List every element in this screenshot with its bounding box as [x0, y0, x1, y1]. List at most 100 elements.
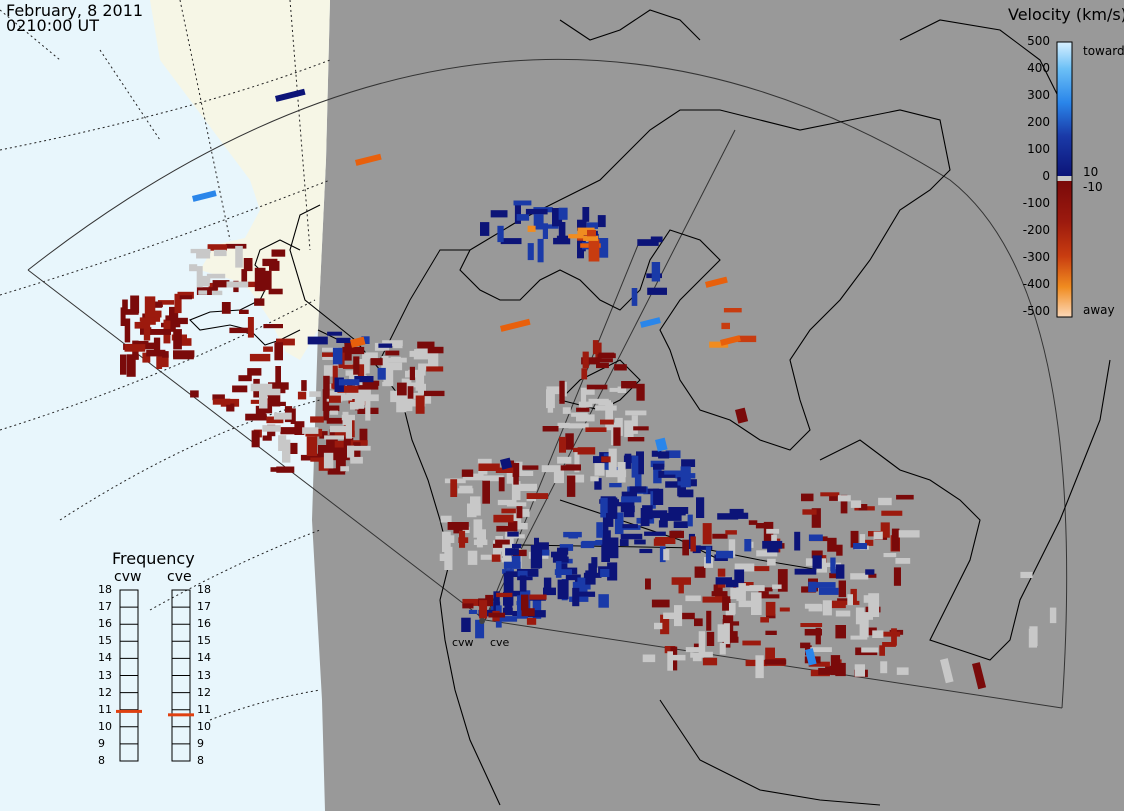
backscatter-cell [631, 455, 639, 478]
backscatter-cell [804, 629, 822, 636]
velocity-inner-tick-neg: -10 [1083, 180, 1103, 194]
backscatter-cell [721, 322, 730, 330]
frequency-scale-right: 16 [197, 617, 211, 631]
backscatter-cell [343, 428, 351, 452]
backscatter-cell [882, 642, 896, 647]
backscatter-cell [690, 536, 696, 552]
backscatter-cell [588, 563, 597, 577]
backscatter-cell [559, 436, 566, 453]
backscatter-cell [794, 568, 817, 575]
backscatter-cell [190, 248, 211, 254]
backscatter-cell [497, 499, 517, 506]
backscatter-cell [725, 621, 740, 626]
backscatter-cell [573, 447, 592, 453]
backscatter-cell [513, 465, 519, 485]
backscatter-cell [378, 343, 393, 348]
velocity-toward-label: toward [1083, 44, 1124, 58]
backscatter-cell [653, 488, 664, 505]
backscatter-cell [567, 474, 585, 483]
backscatter-cell [139, 342, 156, 350]
backscatter-cell [327, 390, 344, 396]
backscatter-cell [574, 591, 596, 597]
backscatter-cell [142, 352, 151, 363]
backscatter-cell [698, 631, 706, 654]
backscatter-cell [1020, 571, 1033, 578]
backscatter-cell [493, 543, 503, 548]
backscatter-cell [648, 510, 668, 519]
backscatter-cell [120, 354, 127, 375]
backscatter-cell [453, 522, 463, 534]
backscatter-cell [355, 153, 382, 166]
backscatter-cell [670, 654, 686, 661]
backscatter-cell [815, 627, 821, 645]
backscatter-cell [625, 410, 647, 416]
backscatter-cell [716, 550, 734, 559]
velocity-legend-title: Velocity (km/s) [1008, 5, 1124, 24]
backscatter-cell [663, 549, 670, 561]
frequency-scale-left: 14 [98, 651, 112, 665]
backscatter-cell [755, 523, 767, 529]
velocity-tick-label: 200 [1027, 115, 1050, 129]
frequency-scale-left: 11 [98, 702, 112, 716]
backscatter-cell [893, 567, 901, 586]
backscatter-cell [496, 592, 513, 598]
backscatter-cell [542, 223, 548, 239]
backscatter-cell [557, 456, 572, 464]
frequency-radar-name-cvw: cvw [114, 569, 142, 585]
backscatter-cell [232, 385, 248, 393]
backscatter-cell [440, 515, 452, 523]
backscatter-cell [359, 388, 371, 396]
backscatter-cell [755, 655, 764, 679]
backscatter-cell [262, 425, 281, 432]
backscatter-cell [510, 523, 528, 530]
backscatter-cell [190, 390, 199, 398]
backscatter-cell [808, 534, 823, 541]
velocity-inner-tick-pos: 10 [1083, 165, 1099, 179]
backscatter-cell [490, 210, 508, 218]
backscatter-cell [294, 421, 305, 435]
backscatter-cell [729, 603, 736, 615]
backscatter-cell [772, 584, 782, 589]
backscatter-cell [734, 563, 755, 572]
frequency-scale-left: 12 [98, 685, 112, 699]
backscatter-cell [532, 599, 542, 619]
backscatter-cell [853, 543, 867, 550]
backscatter-cell [581, 368, 588, 380]
backscatter-cell [794, 531, 801, 551]
backscatter-cell [759, 594, 780, 599]
backscatter-cell [647, 287, 667, 295]
backscatter-cell [651, 450, 662, 457]
backscatter-cell [873, 531, 883, 540]
backscatter-cell [350, 336, 366, 348]
backscatter-cell [665, 450, 681, 458]
backscatter-cell [213, 249, 227, 257]
backscatter-cell [506, 463, 517, 484]
backscatter-cell [263, 399, 273, 414]
backscatter-cell [250, 383, 273, 392]
backscatter-cell [538, 542, 549, 550]
backscatter-cell [553, 466, 564, 484]
backscatter-cell [134, 321, 149, 329]
backscatter-cell [592, 340, 599, 355]
backscatter-cell [462, 603, 474, 609]
backscatter-cell [282, 439, 291, 463]
backscatter-cell [636, 383, 645, 401]
backscatter-cell [737, 335, 757, 343]
backscatter-cell [276, 338, 295, 346]
backscatter-cell [275, 366, 281, 385]
frequency-scale-left: 13 [98, 668, 112, 682]
backscatter-cell [557, 422, 570, 429]
backscatter-cell [762, 540, 783, 549]
backscatter-cell [407, 382, 421, 388]
backscatter-cell [350, 456, 363, 464]
frequency-marker-cve [168, 713, 194, 717]
backscatter-cell [827, 600, 846, 609]
backscatter-cell [511, 556, 521, 568]
backscatter-cell [690, 652, 704, 658]
backscatter-cell [546, 389, 555, 409]
backscatter-cell [736, 583, 746, 601]
backscatter-cell [473, 519, 483, 538]
backscatter-cell [198, 290, 208, 295]
backscatter-cell [880, 661, 888, 674]
backscatter-cell [838, 580, 846, 598]
